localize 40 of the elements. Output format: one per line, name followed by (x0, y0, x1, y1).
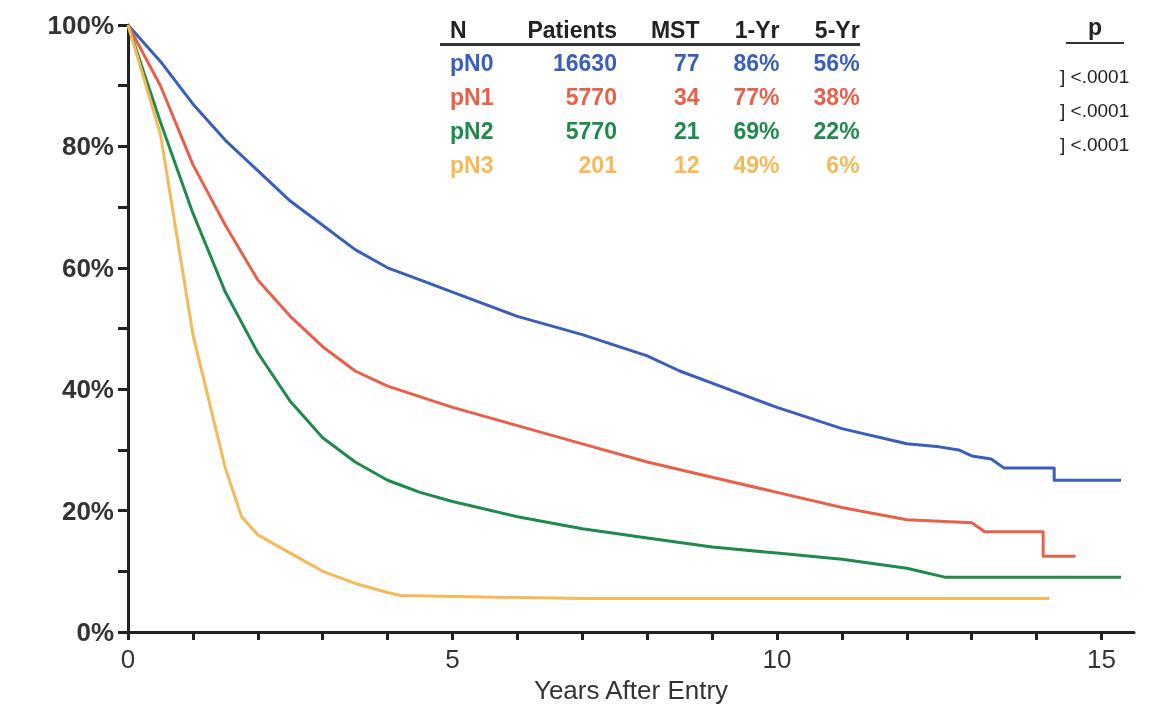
y-tick-label: 80% (61, 131, 114, 162)
annotation: 16630 (551, 49, 617, 78)
annotation: 5770 (564, 83, 617, 112)
x-tick-label: 0 (120, 644, 136, 674)
y-tick-label: 60% (61, 252, 114, 283)
annotation: 5770 (564, 117, 617, 146)
text: pN2 (449, 117, 494, 146)
y-tick-label: 0% (76, 617, 114, 647)
text: pN1 (449, 83, 494, 112)
annotation: Patients (493, 14, 617, 45)
annotation: MST (616, 14, 700, 45)
y-tick-label: 40% (61, 374, 114, 405)
annotation: 56% (812, 49, 860, 78)
annotation: 21 (672, 117, 700, 146)
x-tick-label: 5 (445, 644, 460, 674)
annotation: ] <.0001 (1060, 65, 1130, 89)
annotation: ] <.0001 (1060, 99, 1130, 123)
annotation: 34 (672, 83, 700, 112)
y-tick-label: 100% (47, 10, 114, 40)
annotation: 12 (672, 151, 700, 180)
annotation: 5-Yr (779, 14, 860, 45)
annotation: 77% (732, 83, 780, 112)
x-tick-label: 15 (1087, 644, 1117, 674)
annotation: 77 (672, 49, 700, 78)
y-tick-label: 20% (61, 495, 114, 526)
annotation: 49% (732, 151, 780, 180)
annotation: 38% (812, 83, 860, 112)
annotation: p (1066, 14, 1124, 44)
x-tick-label: 10 (762, 644, 792, 674)
annotation: 6% (825, 151, 860, 180)
annotation: 201 (577, 151, 617, 180)
annotation: N (440, 14, 494, 45)
text: pN0 (449, 49, 494, 78)
x-axis-title: Years After Entry (533, 674, 729, 705)
annotation: 86% (732, 49, 780, 78)
annotation: 69% (732, 117, 780, 146)
text: pN3 (449, 151, 494, 180)
annotation: 1-Yr (699, 14, 780, 45)
annotation: 22% (812, 117, 860, 146)
annotation: ] <.0001 (1060, 133, 1130, 157)
